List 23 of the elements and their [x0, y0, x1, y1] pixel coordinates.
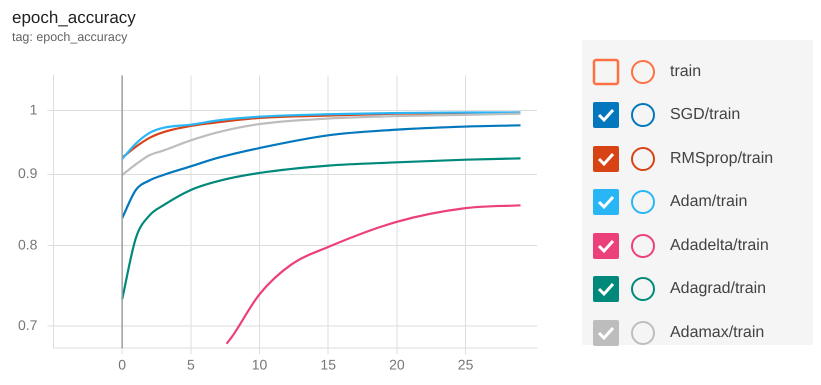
legend-label: Adamax/train — [670, 324, 764, 342]
legend-label: Adam/train — [670, 193, 748, 212]
chart-subtitle: tag: epoch_accuracy — [12, 30, 128, 44]
x-tick-label: 0 — [118, 356, 126, 372]
legend-label: Adadelta/train — [670, 236, 769, 255]
x-tick-label: 25 — [458, 356, 474, 372]
y-tick-label: 0.8 — [18, 236, 38, 252]
line-series — [121, 112, 522, 176]
line-series — [121, 124, 522, 220]
legend-label: train — [670, 62, 702, 81]
line-series — [225, 204, 522, 345]
y-tick-label: 0.9 — [18, 165, 38, 182]
legend-label: SGD/train — [670, 106, 740, 124]
legend-label: Adagrad/train — [670, 280, 766, 298]
chart-title: epoch_accuracy — [12, 8, 136, 28]
y-tick-label: 1 — [30, 101, 38, 118]
x-tick-label: 5 — [186, 356, 195, 372]
x-tick-label: 10 — [252, 356, 268, 372]
y-tick-label: 0.7 — [18, 317, 38, 334]
legend-label: RMSprop/train — [670, 150, 774, 168]
line-series — [121, 157, 522, 300]
x-tick-label: 15 — [320, 356, 336, 372]
x-tick-label: 20 — [389, 356, 405, 372]
